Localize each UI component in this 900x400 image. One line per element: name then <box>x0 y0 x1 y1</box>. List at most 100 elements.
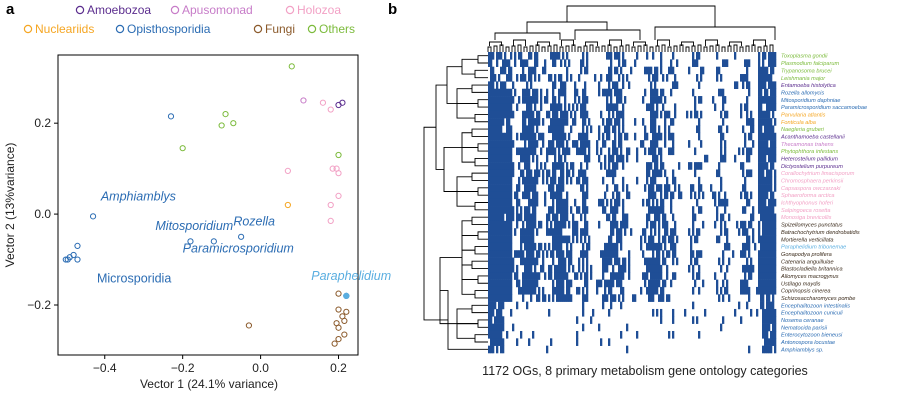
heatmap-cell <box>764 308 767 317</box>
heatmap-cell <box>724 147 727 156</box>
heatmap-cell <box>576 220 579 229</box>
heatmap-cell <box>502 147 505 156</box>
heatmap-cell <box>676 59 679 67</box>
panel-label-b: b <box>388 1 397 18</box>
heatmap-cell <box>600 147 603 156</box>
heatmap-cell <box>552 132 555 141</box>
heatmap-cell <box>696 272 699 280</box>
heatmap-cell <box>540 220 543 229</box>
heatmap-cell <box>550 140 553 148</box>
heatmap-cell <box>746 257 749 266</box>
heatmap-cell <box>774 228 777 236</box>
heatmap-cell <box>532 110 535 119</box>
heatmap-cell <box>760 198 763 207</box>
heatmap-cell <box>502 206 505 214</box>
heatmap-cell <box>522 220 525 229</box>
heatmap-cell <box>538 272 541 280</box>
heatmap-cell <box>606 257 609 266</box>
heatmap-cell <box>774 176 777 185</box>
heatmap-cell <box>772 330 775 339</box>
heatmap-cell <box>494 286 497 295</box>
heatmap-cell <box>508 147 511 156</box>
dendrogram-link <box>757 46 762 52</box>
heatmap-cell <box>760 81 763 90</box>
heatmap-cell <box>650 264 653 273</box>
heatmap-cell <box>492 338 495 346</box>
heatmap-cell <box>618 88 621 97</box>
heatmap-cell <box>642 272 645 280</box>
heatmap-cell <box>570 257 573 266</box>
heatmap-cell <box>666 264 669 273</box>
heatmap-cell <box>672 242 675 251</box>
heatmap-cell <box>500 308 503 317</box>
heatmap-cell <box>494 279 497 288</box>
heatmap-cell <box>606 294 609 302</box>
dendrogram-link <box>613 46 618 52</box>
heatmap-cell <box>498 191 501 200</box>
heatmap-cell <box>762 81 765 90</box>
heatmap-cell <box>762 147 765 156</box>
heatmap-cell <box>760 154 763 163</box>
heatmap-cell <box>650 96 653 104</box>
heatmap-cell <box>616 191 619 200</box>
heatmap-cell <box>552 162 555 170</box>
heatmap-cell <box>718 66 721 75</box>
heatmap-cell <box>648 257 651 266</box>
heatmap-cell <box>552 294 555 302</box>
heatmap-cell <box>584 279 587 288</box>
heatmap-cell <box>650 176 653 185</box>
heatmap-cell <box>618 228 621 236</box>
heatmap-cell <box>616 220 619 229</box>
heatmap-cell <box>558 286 561 295</box>
heatmap-cell <box>602 257 605 266</box>
heatmap-cell <box>768 250 771 258</box>
heatmap-cell <box>532 228 535 236</box>
heatmap-cell <box>544 59 547 67</box>
heatmap-cell <box>580 169 583 178</box>
heatmap-cell <box>662 279 665 288</box>
heatmap-cell <box>736 81 739 90</box>
heatmap-cell <box>504 176 507 185</box>
heatmap-cell <box>504 198 507 207</box>
heatmap-cell <box>746 81 749 90</box>
heatmap-cell <box>516 184 519 192</box>
heatmap-cell <box>524 118 527 126</box>
heatmap-row-label: Dictyostelium purpureum <box>781 164 843 170</box>
heatmap-cell <box>746 264 749 273</box>
dendrogram-link <box>537 41 550 46</box>
heatmap-cell <box>580 110 583 119</box>
heatmap-cell <box>498 257 501 266</box>
heatmap-cell <box>656 250 659 258</box>
heatmap-cell <box>506 242 509 251</box>
heatmap-cell <box>488 220 491 229</box>
heatmap-cell <box>586 220 589 229</box>
heatmap-cell <box>530 228 533 236</box>
heatmap-cell <box>566 147 569 156</box>
heatmap-cell <box>560 132 563 141</box>
heatmap-cell <box>562 125 565 134</box>
heatmap-cell <box>526 235 529 244</box>
heatmap-cell <box>652 206 655 214</box>
heatmap-cell <box>496 147 499 156</box>
heatmap-cell <box>716 66 719 75</box>
heatmap-cell <box>492 88 495 97</box>
heatmap-cell <box>614 140 617 148</box>
heatmap-cell <box>722 88 725 97</box>
dendrogram-link <box>631 46 636 52</box>
heatmap-cell <box>500 88 503 97</box>
heatmap-cell <box>766 242 769 251</box>
heatmap-cell <box>554 118 557 126</box>
heatmap-cell <box>660 59 663 67</box>
heatmap-cell <box>768 176 771 185</box>
heatmap-cell <box>532 330 535 339</box>
heatmap-cell <box>608 338 611 346</box>
heatmap-cell <box>518 96 521 104</box>
heatmap-cell <box>770 228 773 236</box>
scatter-point <box>335 335 342 343</box>
heatmap-cell <box>604 279 607 288</box>
heatmap-cell <box>774 52 777 60</box>
heatmap-cell <box>774 316 777 324</box>
heatmap-cell <box>492 191 495 200</box>
heatmap-cell <box>634 294 637 302</box>
heatmap-cell <box>504 147 507 156</box>
